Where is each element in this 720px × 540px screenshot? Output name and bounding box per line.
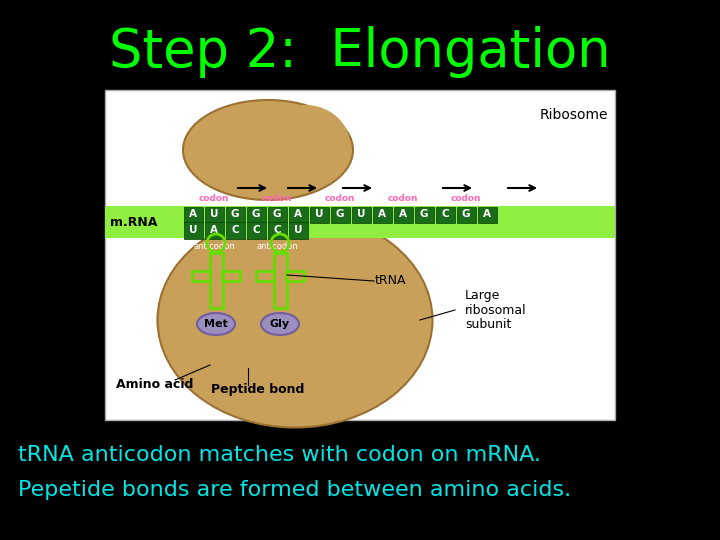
Text: anticodon: anticodon [256, 242, 298, 251]
Text: C: C [273, 225, 281, 235]
Text: A: A [399, 209, 407, 219]
Text: G: G [420, 209, 428, 219]
Text: U: U [210, 209, 218, 219]
Bar [105, 90, 615, 420]
Bar [274, 253, 287, 308]
Text: G: G [273, 209, 282, 219]
Bar [436, 207, 455, 223]
Text: A: A [210, 225, 218, 235]
Text: Met: Met [204, 319, 228, 329]
Text: U: U [315, 209, 323, 219]
Bar [352, 207, 371, 223]
Text: codon: codon [262, 194, 292, 203]
Text: U: U [294, 225, 302, 235]
Bar [105, 206, 615, 238]
Text: C: C [441, 209, 449, 219]
Bar [226, 207, 245, 223]
Bar [222, 271, 240, 281]
Bar [478, 207, 497, 223]
Text: Gly: Gly [270, 319, 290, 329]
Text: U: U [189, 225, 197, 235]
Bar [286, 271, 304, 281]
Text: codon: codon [451, 194, 481, 203]
Text: G: G [462, 209, 470, 219]
Bar [205, 207, 224, 223]
Text: Step 2:  Elongation: Step 2: Elongation [109, 26, 611, 78]
Text: Amino acid: Amino acid [117, 379, 194, 392]
Ellipse shape [197, 313, 235, 335]
Ellipse shape [158, 213, 433, 428]
Text: A: A [294, 209, 302, 219]
Bar [457, 207, 476, 223]
Text: A: A [483, 209, 491, 219]
Bar [256, 271, 274, 281]
Bar [184, 222, 203, 239]
Text: codon: codon [325, 194, 355, 203]
Text: G: G [252, 209, 260, 219]
Text: Pepetide bonds are formed between amino acids.: Pepetide bonds are formed between amino … [18, 480, 571, 500]
Bar [192, 271, 210, 281]
Text: U: U [356, 209, 365, 219]
Bar [268, 207, 287, 223]
Bar [247, 222, 266, 239]
Text: anticodon: anticodon [193, 242, 235, 251]
Bar [226, 222, 245, 239]
Text: C: C [231, 225, 239, 235]
Text: codon: codon [388, 194, 418, 203]
Text: C: C [252, 225, 260, 235]
Text: m.RNA: m.RNA [110, 215, 158, 228]
Bar [210, 253, 223, 308]
Bar [184, 207, 203, 223]
Bar [331, 207, 350, 223]
Text: G: G [336, 209, 344, 219]
Bar [247, 207, 266, 223]
Text: Peptide bond: Peptide bond [211, 383, 305, 396]
Text: A: A [189, 209, 197, 219]
Bar [289, 222, 308, 239]
Bar [268, 222, 287, 239]
Text: G: G [230, 209, 239, 219]
Ellipse shape [261, 313, 299, 335]
Text: codon: codon [199, 194, 229, 203]
Bar [310, 207, 329, 223]
Ellipse shape [183, 100, 353, 200]
Bar [394, 207, 413, 223]
Text: Large
ribosomal
subunit: Large ribosomal subunit [465, 288, 526, 332]
Bar [415, 207, 434, 223]
Bar [289, 207, 308, 223]
Text: tRNA: tRNA [375, 274, 407, 287]
Bar [373, 207, 392, 223]
Ellipse shape [260, 105, 350, 185]
Bar [205, 222, 224, 239]
Text: tRNA anticodon matches with codon on mRNA.: tRNA anticodon matches with codon on mRN… [18, 445, 541, 465]
Text: A: A [378, 209, 386, 219]
Text: Ribosome: Ribosome [540, 108, 608, 122]
